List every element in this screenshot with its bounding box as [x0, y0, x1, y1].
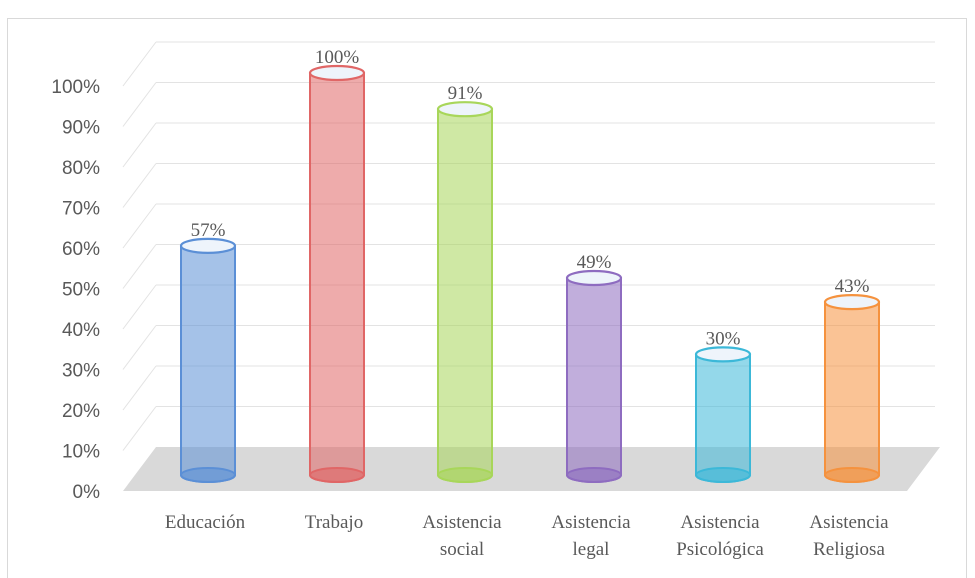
- y-tick-label: 80%: [62, 158, 100, 179]
- bar-base: [180, 467, 236, 483]
- bar: [180, 244, 236, 483]
- bar-top: [436, 101, 494, 118]
- bar: [437, 108, 493, 483]
- y-tick-label: 50%: [62, 280, 100, 301]
- gridline-side: [122, 163, 157, 208]
- x-tick-label: Psicológica: [676, 539, 764, 560]
- gridline-side: [122, 365, 157, 411]
- bar-top: [565, 269, 623, 287]
- y-tick-label: 0%: [73, 482, 101, 503]
- bar-top: [179, 237, 237, 254]
- gridline-side: [122, 82, 157, 127]
- x-tick-label: Educación: [165, 512, 246, 533]
- x-tick-label: social: [440, 539, 484, 560]
- bar-top: [308, 64, 366, 82]
- chart-frame: [7, 18, 967, 578]
- gridline-side: [122, 41, 157, 87]
- bar: [309, 72, 365, 483]
- y-tick-label: 60%: [62, 239, 100, 260]
- y-tick-label: 30%: [62, 361, 100, 382]
- x-tick-label: Asistencia: [809, 512, 889, 533]
- x-tick-label: legal: [573, 539, 610, 560]
- bar: [566, 277, 622, 483]
- x-tick-label: Asistencia: [551, 512, 631, 533]
- data-label: 57%: [191, 220, 226, 241]
- y-tick-label: 20%: [62, 401, 100, 422]
- bar-base: [309, 467, 365, 483]
- data-label: 49%: [577, 252, 612, 273]
- bar-base: [695, 467, 751, 483]
- bar-base: [824, 467, 880, 483]
- y-tick-label: 100%: [51, 77, 100, 98]
- gridline-side: [122, 406, 157, 451]
- y-tick-label: 40%: [62, 320, 100, 341]
- y-tick-label: 10%: [62, 442, 100, 463]
- bar-top: [823, 294, 881, 311]
- data-label: 43%: [835, 276, 870, 297]
- x-tick-label: Trabajo: [305, 512, 363, 533]
- gridline-side: [122, 325, 157, 370]
- gridline-side: [122, 203, 157, 249]
- y-tick-label: 90%: [62, 118, 100, 139]
- gridline-side: [122, 284, 157, 330]
- bar-base: [566, 467, 622, 483]
- data-label: 30%: [706, 328, 741, 349]
- x-tick-label: Asistencia: [680, 512, 760, 533]
- bar-top: [694, 346, 752, 363]
- y-tick-label: 70%: [62, 199, 100, 220]
- data-label: 91%: [448, 83, 483, 104]
- data-label: 100%: [315, 47, 360, 68]
- gridline-side: [122, 244, 157, 289]
- chart-floor: [123, 447, 940, 491]
- bar: [695, 353, 751, 483]
- bar: [824, 301, 880, 483]
- bar-base: [437, 467, 493, 483]
- x-tick-label: Asistencia: [422, 512, 502, 533]
- gridline-side: [122, 122, 157, 168]
- x-tick-label: Religiosa: [813, 539, 885, 560]
